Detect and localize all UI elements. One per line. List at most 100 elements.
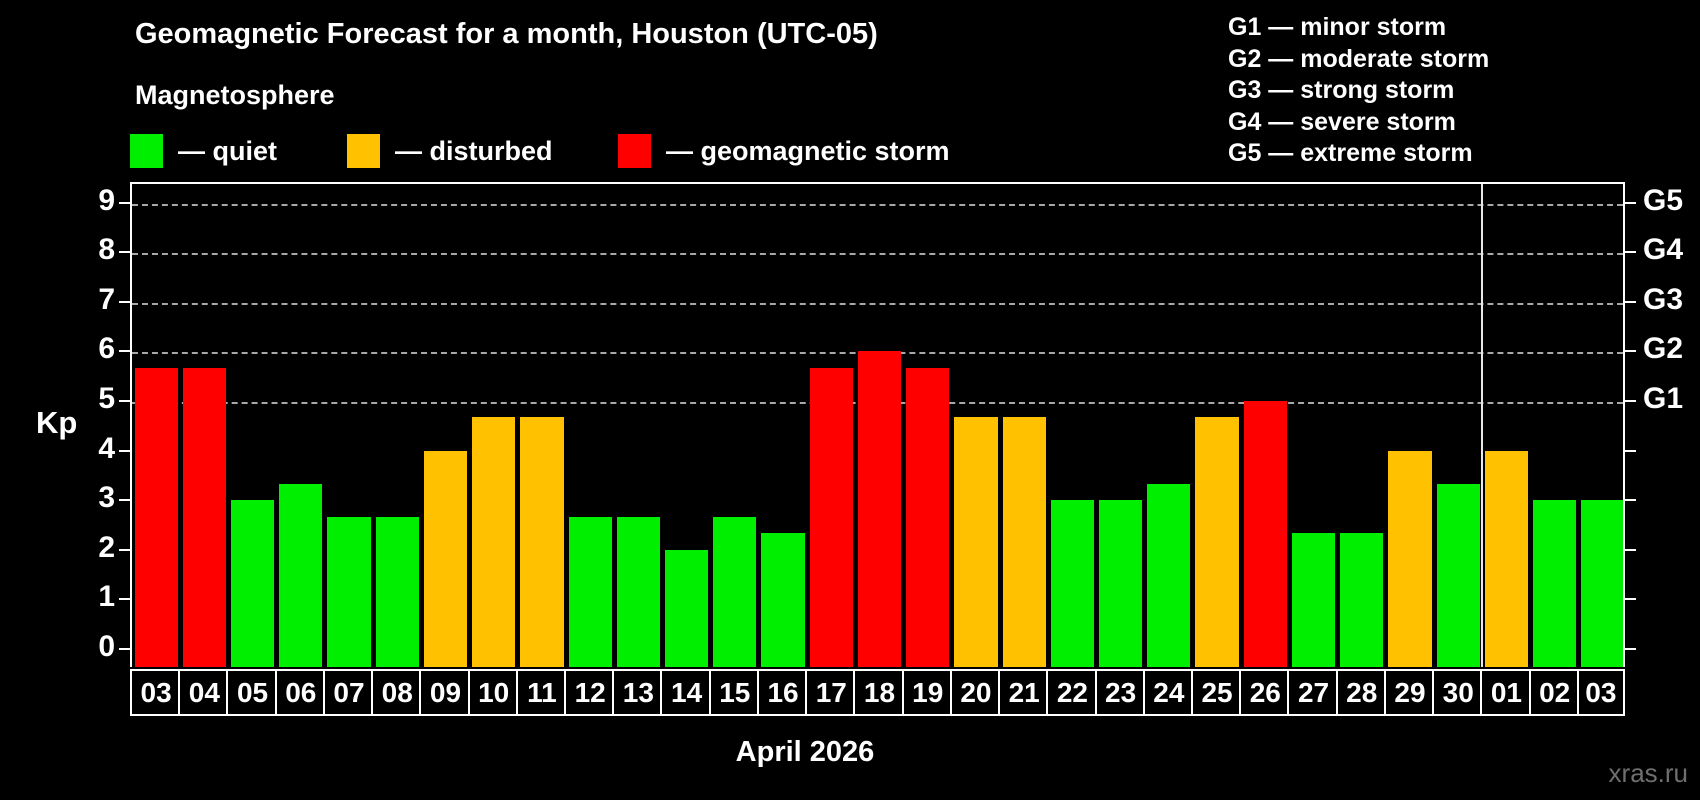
bar-05 <box>230 500 275 667</box>
right-tick-6 <box>1625 350 1636 353</box>
date-label-16: 16 <box>756 669 808 716</box>
y-tick-label-0: 0 <box>98 630 115 663</box>
date-label-03: 03 <box>130 669 181 716</box>
month-separator-line <box>1481 184 1484 667</box>
left-tick-4 <box>119 449 130 452</box>
date-label-01: 01 <box>1480 669 1531 716</box>
bar-21 <box>1002 417 1046 667</box>
bar-06 <box>279 483 323 667</box>
bar-11 <box>520 417 564 667</box>
bar-12 <box>568 516 612 667</box>
bar-29 <box>1388 450 1432 667</box>
right-tick-7 <box>1625 300 1636 303</box>
right-tick-4 <box>1625 449 1636 452</box>
g-scale-legend: G1 — minor storm G2 — moderate storm G3 … <box>1228 12 1489 170</box>
date-label-25: 25 <box>1190 669 1242 716</box>
legend-label-quiet: — quiet <box>178 135 277 166</box>
g5-legend-line: G5 — extreme storm <box>1228 139 1473 167</box>
chart-title: Geomagnetic Forecast for a month, Housto… <box>135 18 878 50</box>
date-label-09: 09 <box>419 669 470 716</box>
bar-26 <box>1243 401 1287 667</box>
bar-04 <box>182 367 226 667</box>
bar-28 <box>1340 533 1384 667</box>
g4-legend-line: G4 — severe storm <box>1228 107 1456 136</box>
bar-18 <box>857 351 902 667</box>
date-label-03: 03 <box>1576 669 1625 716</box>
gridline-kp7 <box>132 302 1623 305</box>
watermark: xras.ru <box>1608 758 1688 788</box>
month-label: April 2026 <box>735 736 875 768</box>
bar-22 <box>1050 500 1094 667</box>
bar-07 <box>327 516 371 667</box>
right-tick-8 <box>1625 251 1636 254</box>
date-label-02: 02 <box>1528 669 1579 716</box>
y-tick-label-5: 5 <box>98 382 115 415</box>
legend-label-storm: — geomagnetic storm <box>666 135 950 166</box>
bar-14 <box>664 549 709 667</box>
legend-item-quiet: — quiet <box>130 134 277 168</box>
bar-19 <box>906 367 950 667</box>
g-axis-label-g4: G4 <box>1643 233 1684 267</box>
right-tick-5 <box>1625 400 1636 402</box>
date-label-23: 23 <box>1094 669 1145 716</box>
quiet-color-swatch <box>130 134 163 168</box>
date-label-12: 12 <box>564 669 615 716</box>
disturbed-color-swatch <box>347 134 380 168</box>
y-tick-label-2: 2 <box>98 530 115 564</box>
bar-09 <box>423 450 468 667</box>
right-tick-3 <box>1625 499 1636 502</box>
left-tick-5 <box>119 400 130 402</box>
date-label-row: 03 04 05 06 07 08 09 10 11 12 13 14 15 16 17 18 19 20 21 22… <box>130 669 1625 716</box>
legend-item-storm: — geomagnetic storm <box>618 134 950 168</box>
bar-01 <box>1484 450 1529 667</box>
gridline-kp8 <box>132 253 1623 256</box>
left-tick-8 <box>119 251 130 254</box>
date-label-10: 10 <box>467 669 518 716</box>
y-tick-label-6: 6 <box>98 332 115 366</box>
gridline-kp9 <box>132 203 1623 206</box>
bar-08 <box>375 516 419 667</box>
bar-20 <box>954 417 998 667</box>
g-axis-label-g2: G2 <box>1643 332 1684 366</box>
date-label-11: 11 <box>515 669 567 716</box>
y-tick-label-3: 3 <box>98 481 115 515</box>
date-label-14: 14 <box>660 669 711 716</box>
left-tick-9 <box>119 201 130 204</box>
g-axis-label-g3: G3 <box>1643 282 1684 316</box>
date-label-27: 27 <box>1287 669 1338 716</box>
date-label-13: 13 <box>612 669 663 716</box>
right-tick-9 <box>1625 201 1636 204</box>
bar-16 <box>761 533 805 667</box>
date-label-21: 21 <box>998 669 1049 716</box>
bar-17 <box>809 367 853 667</box>
date-label-17: 17 <box>805 669 856 716</box>
g2-legend-line: G2 — moderate storm <box>1228 44 1490 73</box>
date-label-19: 19 <box>901 669 952 716</box>
bar-03 <box>134 367 178 667</box>
y-tick-label-4: 4 <box>98 431 115 465</box>
date-label-06: 06 <box>274 669 325 716</box>
g-axis-label-g5: G5 <box>1643 183 1684 217</box>
bar-30 <box>1436 483 1480 667</box>
date-label-07: 07 <box>322 669 374 716</box>
magnetosphere-label: Magnetosphere <box>135 80 335 110</box>
plot-area <box>130 182 1625 667</box>
bar-24 <box>1147 483 1191 667</box>
y-tick-label-8: 8 <box>98 233 115 267</box>
right-tick-2 <box>1625 548 1636 551</box>
bar-03 <box>1581 500 1623 667</box>
left-tick-7 <box>119 300 130 303</box>
bar-15 <box>713 516 757 667</box>
bar-13 <box>616 516 660 667</box>
date-label-15: 15 <box>708 669 759 716</box>
y-tick-label-9: 9 <box>98 183 115 217</box>
date-label-04: 04 <box>178 669 229 716</box>
date-label-18: 18 <box>853 669 904 716</box>
left-tick-3 <box>119 499 130 502</box>
bar-10 <box>472 417 516 667</box>
bar-02 <box>1533 500 1577 667</box>
left-tick-6 <box>119 350 130 353</box>
date-label-29: 29 <box>1383 669 1435 716</box>
y-axis-title: Kp <box>36 405 78 440</box>
